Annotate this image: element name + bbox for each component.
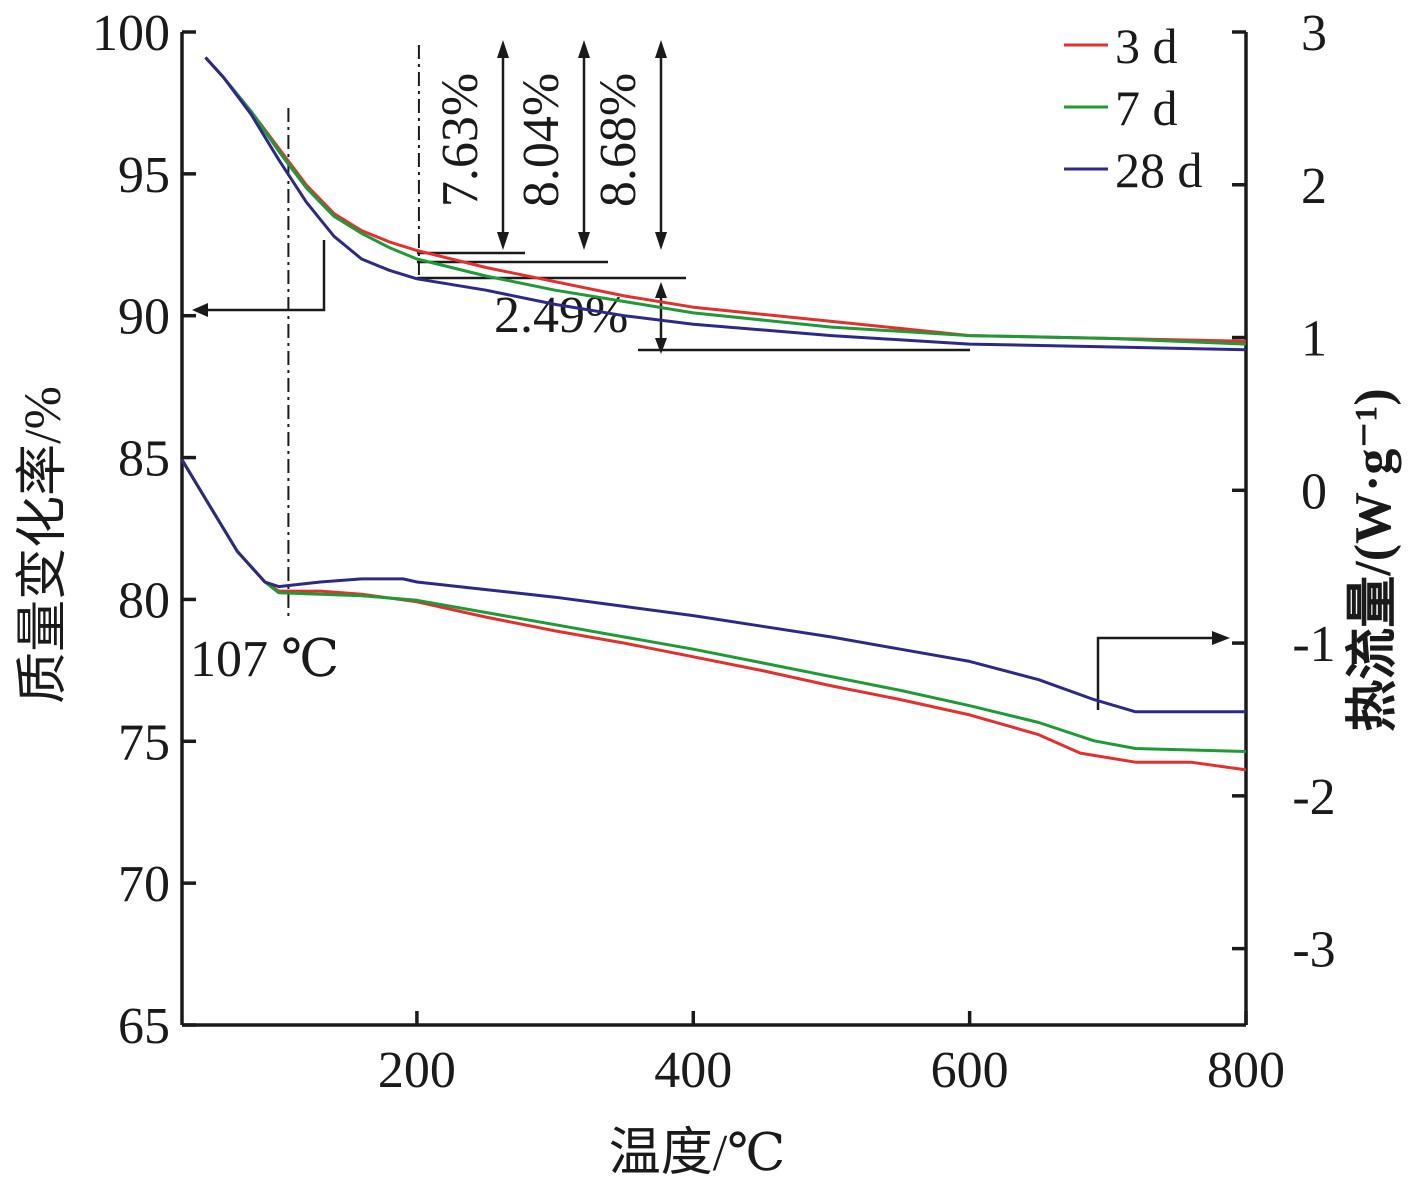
tg-series-7d: [204, 56, 1247, 346]
y-right-tick-label: 3: [1301, 5, 1327, 62]
y-left-tick-label: 70: [118, 856, 170, 913]
legend: 3 d 7 d 28 d: [1064, 18, 1203, 198]
y-right-tick-label: 0: [1301, 463, 1327, 520]
dsc-series-7d: [180, 459, 1247, 753]
y-left-tick-label: 65: [118, 998, 170, 1055]
arrow-head-up: [655, 40, 667, 58]
y-right-tick-label: -3: [1292, 922, 1335, 979]
tg-series-28d: [204, 56, 1247, 352]
y-right-tick-label: -1: [1292, 616, 1335, 673]
arrow-head-up: [578, 40, 590, 58]
y-right-tick-label: 2: [1301, 158, 1327, 215]
tick-labels: 200 400 600 800 100 95 90 85 80 75 70 65 3 2 1 0 -1 -2 -3: [92, 5, 1336, 1099]
y-left-tick-label: 80: [118, 572, 170, 629]
arrow-head-up: [655, 282, 667, 298]
legend-label: 7 d: [1115, 80, 1178, 136]
tg-axis-pointer-head: [192, 303, 208, 317]
x-tick-label: 600: [931, 1042, 1009, 1099]
dsc-series-3d: [180, 459, 1247, 772]
axes: [180, 30, 1248, 1027]
y-left-axis-title: 质量变化率/%: [15, 386, 72, 704]
arrow-head-down: [655, 338, 667, 354]
arrow-head-down: [655, 232, 667, 250]
x-tick-label: 400: [654, 1042, 732, 1099]
y-right-axis-title: 热流量/(W·g⁻¹): [1344, 388, 1402, 731]
loss-label: 8.68%: [590, 73, 647, 207]
y-left-tick-label: 100: [92, 5, 170, 62]
arrow-head-down: [497, 232, 509, 250]
y-right-tick-label: -2: [1292, 769, 1335, 826]
series-layer: [180, 56, 1247, 772]
y-left-tick-label: 90: [118, 289, 170, 346]
legend-label: 3 d: [1115, 18, 1178, 74]
x-tick-label: 200: [378, 1042, 456, 1099]
tg-axis-pointer: [200, 240, 326, 312]
dsc-axis-pointer-head: [1212, 631, 1230, 645]
loss-label: 7.63%: [432, 73, 489, 207]
tg-series-3d: [204, 56, 1247, 343]
x-axis-title: 温度/℃: [609, 1125, 786, 1181]
annotation-guides: 107 ℃7.63% 8.04% 8.68%2.49%: [190, 40, 1230, 710]
y-left-tick-label: 95: [118, 147, 170, 204]
x-tick-label: 800: [1207, 1042, 1285, 1099]
loss-label: 8.04%: [513, 73, 570, 207]
temp-label: 107 ℃: [190, 631, 339, 688]
dsc-series-28d: [180, 459, 1246, 714]
arrow-head-up: [497, 40, 509, 58]
dsc-axis-pointer: [1096, 636, 1222, 710]
legend-label: 28 d: [1115, 142, 1203, 198]
arrow-head-down: [578, 232, 590, 250]
y-left-tick-label: 75: [118, 714, 170, 771]
y-left-tick-label: 85: [118, 431, 170, 488]
y-right-tick-label: 1: [1301, 311, 1327, 368]
